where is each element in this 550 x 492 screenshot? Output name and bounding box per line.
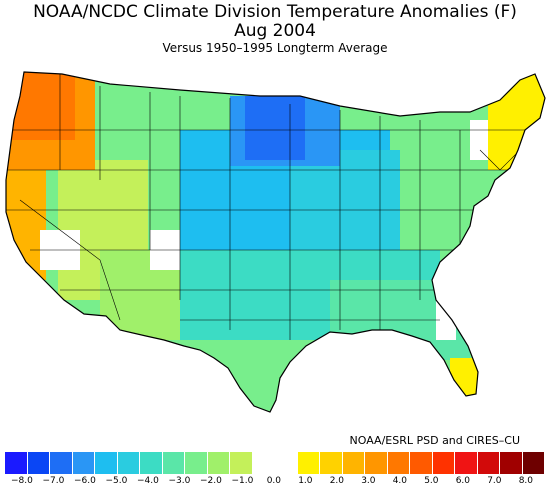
legend-tick-label: −7.0 [42,476,65,486]
legend-tick-label: −6.0 [73,476,96,486]
legend-tick-label: −8.0 [10,476,33,486]
legend-cell [117,452,140,474]
legend-cell [387,452,410,474]
legend-tick-label: 7.0 [487,476,502,486]
credit-text: NOAA/ESRL PSD and CIRES–CU [349,434,520,447]
legend-cell [72,452,95,474]
state-boundaries [6,74,545,340]
legend-cell [207,452,230,474]
anomaly-regions [6,72,545,412]
legend-cell [410,452,433,474]
legend-cell [365,452,388,474]
legend-cell [230,452,253,474]
legend-tick-label: 4.0 [392,476,408,486]
legend-cell [522,452,545,474]
legend-cell [95,452,118,474]
legend-tick-label: 2.0 [329,476,345,486]
color-legend-bar [5,452,545,474]
legend-tick-label: 5.0 [424,476,439,486]
legend-cell [320,452,343,474]
region-northern-plains [245,96,305,160]
legend-cell [432,452,455,474]
legend-cell [27,452,50,474]
legend-cell [455,452,478,474]
legend-cell [50,452,73,474]
map-subtitle: Versus 1950–1995 Longterm Average [162,41,388,55]
legend-tick-label: −4.0 [136,476,159,486]
legend-tick-label: −1.0 [231,476,254,486]
legend-cell [477,452,500,474]
legend-cell [185,452,208,474]
region-florida [450,358,490,398]
color-legend-ticks: −8.0 −7.0 −6.0 −5.0 −4.0 −3.0 −2.0 −1.0 0.0 1.0 2.… [5,476,545,490]
legend-cell [252,452,275,474]
legend-tick-label: 0.0 [266,476,282,486]
legend-tick-label: −3.0 [168,476,191,486]
region-pacific-northwest [6,72,75,140]
map-title: NOAA/NCDC Climate Division Temperature A… [33,2,517,22]
legend-cell [297,452,320,474]
legend-tick-label: −2.0 [199,476,222,486]
legend-cell [500,452,523,474]
legend-tick-label: −5.0 [105,476,128,486]
region-no-anomaly [470,120,488,160]
legend-cell [140,452,163,474]
legend-cell [5,452,28,474]
legend-cell [342,452,365,474]
map-date: Aug 2004 [234,21,316,41]
us-climate-division-map [5,71,546,413]
legend-cell [162,452,185,474]
legend-tick-label: 6.0 [455,476,471,486]
legend-tick-label: 3.0 [361,476,376,486]
legend-tick-label: 8.0 [518,476,534,486]
legend-cell [275,452,298,474]
legend-tick-label: 1.0 [298,476,313,486]
